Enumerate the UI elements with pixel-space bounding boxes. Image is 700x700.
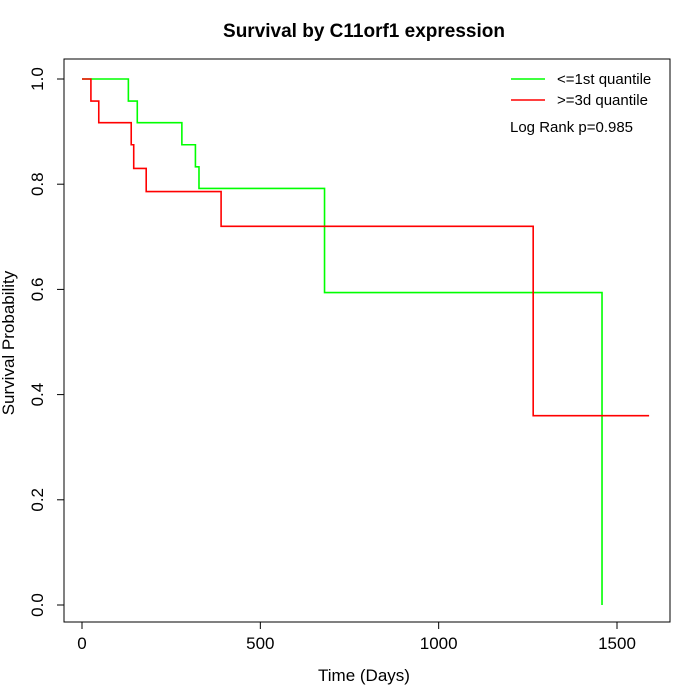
x-tick-label: 1500 xyxy=(598,634,636,653)
plot-frame xyxy=(63,58,671,623)
series-line-0 xyxy=(82,78,603,605)
legend-label-0: <=1st quantile xyxy=(557,71,651,88)
y-tick-label: 0.2 xyxy=(28,488,47,512)
legend: <=1st quantile >=3d quantile xyxy=(511,71,651,109)
series-line-1 xyxy=(82,78,650,417)
y-tick-label: 0.8 xyxy=(28,172,47,196)
x-tick-label: 1000 xyxy=(420,634,458,653)
y-axis: 0.0 0.2 0.4 0.6 0.8 1.0 xyxy=(28,67,65,617)
y-tick-label: 1.0 xyxy=(28,67,47,91)
chart-title: Survival by C11orf1 expression xyxy=(223,21,505,42)
y-axis-label: Survival Probability xyxy=(0,270,18,415)
series-layer xyxy=(82,78,650,605)
y-tick-label: 0.4 xyxy=(28,383,47,407)
y-tick-label: 0.6 xyxy=(28,278,47,302)
x-axis: 0 500 1000 1500 xyxy=(77,621,636,653)
y-tick-label: 0.0 xyxy=(28,593,47,617)
legend-label-1: >=3d quantile xyxy=(557,92,648,109)
log-rank-annotation: Log Rank p=0.985 xyxy=(510,119,633,136)
x-axis-label: Time (Days) xyxy=(318,666,410,685)
x-tick-label: 0 xyxy=(77,634,86,653)
x-tick-label: 500 xyxy=(246,634,274,653)
